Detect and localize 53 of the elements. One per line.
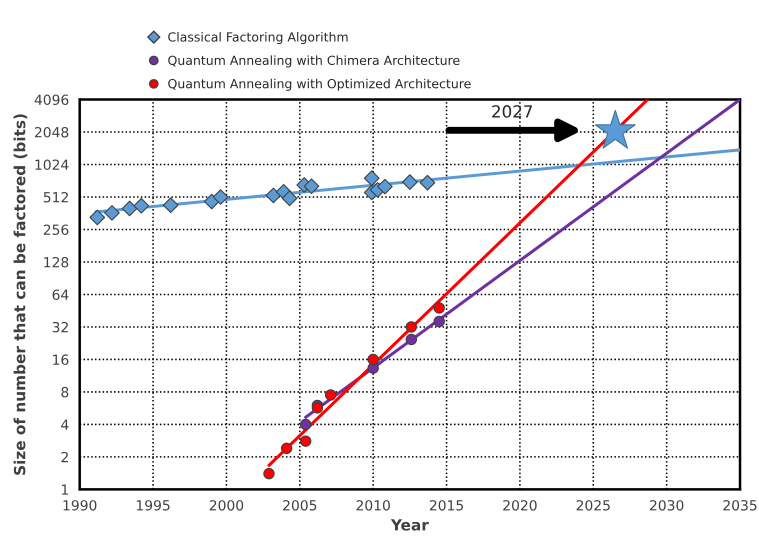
x-tick-label: 2000 xyxy=(210,500,244,511)
y-tick-label: 32 xyxy=(52,322,68,332)
point xyxy=(377,178,393,194)
point xyxy=(212,189,228,205)
point xyxy=(280,442,292,454)
y-tick-label: 8 xyxy=(61,386,68,398)
x-tick-label: 2035 xyxy=(723,500,756,511)
legend-label: Quantum Annealing with Optimized Architecture xyxy=(168,78,471,91)
x-tick-label: 2005 xyxy=(283,500,316,511)
legend-label: Quantum Annealing with Chimera Architecture xyxy=(168,55,460,68)
x-tick-label: 1990 xyxy=(64,500,96,511)
point xyxy=(104,205,120,221)
point xyxy=(434,316,445,328)
y-tick-label: 256 xyxy=(44,224,68,235)
point xyxy=(324,389,336,401)
point xyxy=(406,321,418,333)
annotation: 2027 xyxy=(492,105,532,118)
point xyxy=(89,210,106,226)
point xyxy=(434,302,445,314)
y-tick-label: 64 xyxy=(52,289,68,300)
point xyxy=(312,402,324,414)
x-tick-label: 2020 xyxy=(503,500,537,511)
x-tick-label: 1995 xyxy=(136,500,170,511)
x-axis-title: Year xyxy=(390,519,429,531)
legend-label: Classical Factoring Algorithm xyxy=(168,32,348,44)
y-tick-label: 1 xyxy=(62,484,68,495)
point xyxy=(282,190,298,206)
x-tick-label: 2030 xyxy=(650,500,684,511)
point xyxy=(304,178,320,194)
point xyxy=(266,188,282,204)
y-tick-label: 4 xyxy=(61,420,68,430)
y-axis-title: Size of number that can be factored (bits) xyxy=(14,114,28,475)
point xyxy=(300,435,312,447)
y-tick-label: 1024 xyxy=(35,159,68,170)
point xyxy=(300,418,312,430)
point xyxy=(420,174,436,191)
y-tick-label: 16 xyxy=(53,354,68,365)
point xyxy=(402,174,418,190)
point xyxy=(263,468,275,480)
point xyxy=(122,200,138,216)
point xyxy=(364,170,380,186)
y-tick-label: 4096 xyxy=(34,94,68,106)
y-tick-label: 512 xyxy=(44,192,68,202)
point xyxy=(367,354,379,366)
x-tick-label: 2010 xyxy=(356,500,390,511)
y-tick-label: 2 xyxy=(61,452,68,462)
point xyxy=(133,198,150,214)
y-tick-label: 2048 xyxy=(34,126,68,138)
y-tick-label: 128 xyxy=(44,256,68,268)
point xyxy=(162,197,179,214)
point xyxy=(406,334,418,346)
x-tick-label: 2015 xyxy=(430,500,464,511)
x-tick-label: 2025 xyxy=(576,500,610,511)
